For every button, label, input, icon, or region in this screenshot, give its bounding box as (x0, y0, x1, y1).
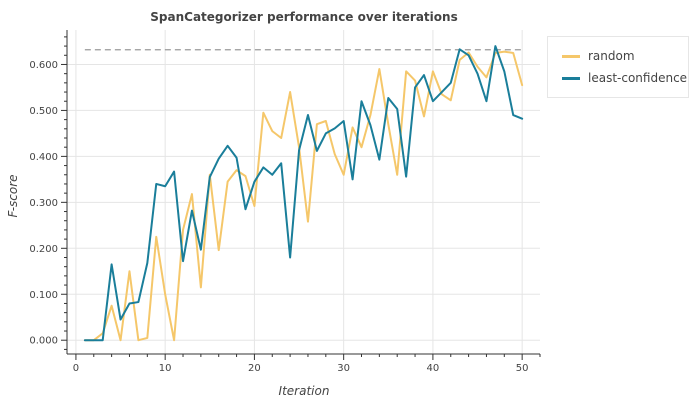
y-tick-label: 0.000 (29, 336, 58, 347)
y-tick-label: 0.400 (29, 152, 58, 163)
legend-item-least-confidence[interactable]: least-confidence (562, 68, 687, 88)
y-tick-label: 0.100 (29, 290, 58, 301)
y-tick-label: 0.500 (29, 106, 58, 117)
series-line-random (83, 50, 524, 342)
axes: 0 10 20 30 40 50 0.000 0.100 0.200 0.300 0.400 0.50… (29, 30, 541, 374)
legend-label-random: random (588, 49, 635, 63)
legend: random least-confidence (547, 36, 689, 98)
legend-swatch-least-confidence (562, 76, 580, 80)
x-tick-label: 0 (73, 363, 79, 374)
x-axis-label: Iteration (279, 384, 330, 398)
y-tick-label: 0.200 (29, 244, 58, 255)
legend-swatch-random (562, 54, 580, 58)
y-tick-label: 0.300 (29, 198, 58, 209)
x-tick-label: 10 (159, 363, 172, 374)
x-tick-label: 30 (337, 363, 350, 374)
grid-lines (67, 30, 540, 354)
x-tick-label: 20 (248, 363, 261, 374)
series-line-least-confidence (83, 45, 524, 342)
series-lines (83, 45, 524, 342)
chart-title: SpanCategorizer performance over iterati… (150, 10, 457, 24)
y-axis-label: F-score (6, 174, 20, 217)
x-tick-label: 50 (516, 363, 529, 374)
y-tick-label: 0.600 (29, 60, 58, 71)
legend-item-random[interactable]: random (562, 46, 635, 66)
legend-label-least-confidence: least-confidence (588, 71, 688, 85)
x-tick-label: 40 (427, 363, 440, 374)
